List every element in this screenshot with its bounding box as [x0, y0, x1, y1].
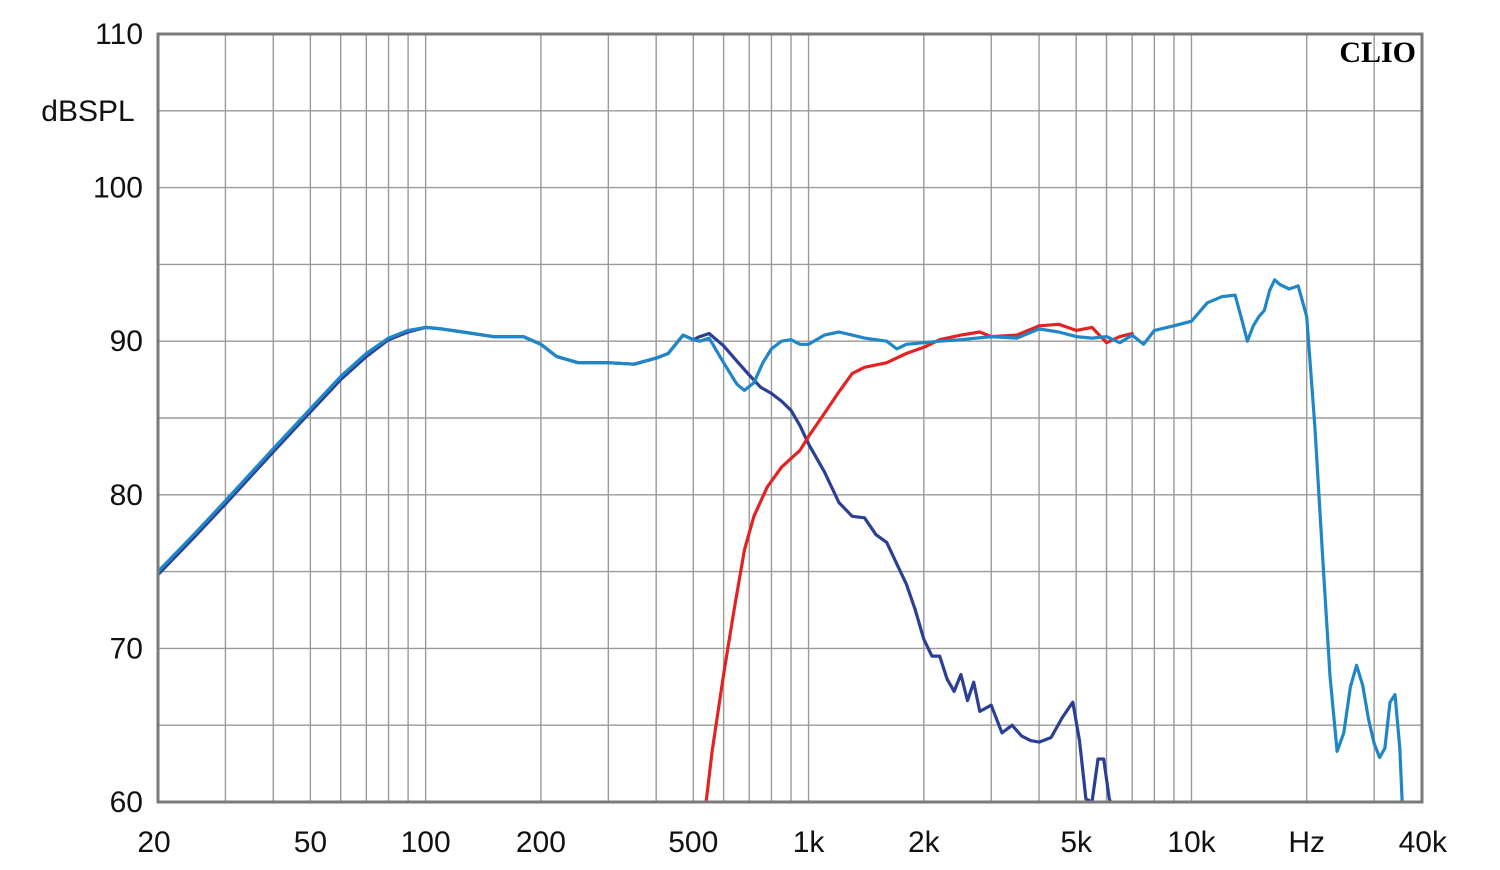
plot-frame: [156, 32, 1424, 804]
x-tick-label: 500: [668, 826, 718, 859]
x-tick-label: 20: [137, 826, 170, 859]
curves: [158, 278, 1404, 802]
y-tick-label: 70: [110, 632, 143, 665]
grid: [158, 34, 1422, 802]
y-tick-labels: 60 70 80 90 100 110: [93, 18, 143, 819]
y-axis-label: dBSPL: [41, 95, 134, 128]
x-tick-label: 40k: [1399, 826, 1448, 859]
y-tick-label: 60: [110, 786, 143, 819]
series-line-3: [158, 278, 1404, 802]
y-tick-label: 90: [110, 325, 143, 358]
x-tick-label: 2k: [908, 826, 941, 859]
x-tick-label: 10k: [1167, 826, 1216, 859]
x-tick-label: 1k: [793, 826, 826, 859]
brand-logo: CLIO: [1339, 36, 1416, 69]
series-line-2: [704, 322, 1134, 802]
y-tick-label: 110: [95, 18, 143, 51]
y-tick-label: 100: [93, 172, 143, 205]
x-tick-label: Hz: [1288, 826, 1325, 859]
x-tick-label: 50: [294, 826, 327, 859]
y-tick-label: 80: [110, 479, 143, 512]
x-tick-label: 5k: [1060, 826, 1093, 859]
x-tick-label: 200: [516, 826, 566, 859]
x-tick-label: 100: [401, 826, 451, 859]
x-tick-labels: 20 50 100 200 500 1k 2k 5k 10k Hz 40k: [137, 826, 1448, 859]
series-line-1: [158, 325, 1113, 802]
